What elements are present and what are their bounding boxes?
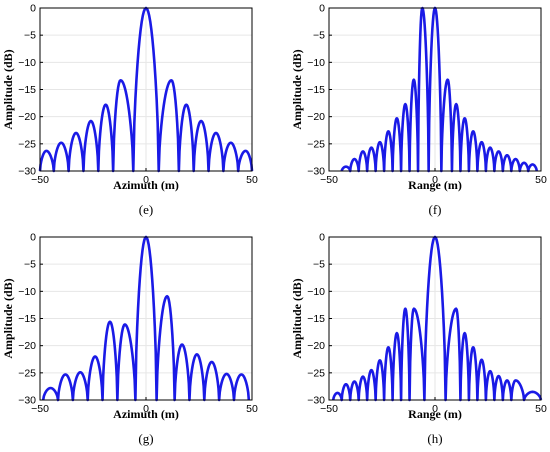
y-tick-label: −20 [18, 111, 36, 123]
y-tick-label: −15 [18, 313, 36, 325]
y-tick-label: −10 [307, 57, 325, 69]
y-tick-label: −10 [18, 286, 36, 298]
y-axis-label: Amplitude (dB) [290, 49, 304, 129]
y-tick-label: −20 [307, 111, 325, 123]
x-axis-label: Azimuth (m) [113, 407, 179, 421]
x-tick-label: 0 [432, 403, 438, 415]
y-tick-label: −30 [18, 395, 36, 407]
x-axis-label: Range (m) [408, 178, 462, 192]
x-tick-label: 0 [143, 174, 149, 186]
x-tick-label: 0 [143, 403, 149, 415]
y-tick-label: −15 [18, 84, 36, 96]
y-tick-label: −5 [313, 259, 325, 271]
panel-caption: (g) [138, 431, 153, 446]
y-tick-label: −5 [313, 30, 325, 42]
y-tick-label: −25 [18, 138, 36, 150]
y-axis-label: Amplitude (dB) [1, 278, 15, 358]
y-tick-label: −25 [307, 138, 325, 150]
x-tick-label: 50 [246, 403, 258, 415]
y-tick-label: 0 [30, 232, 36, 244]
y-tick-label: −25 [18, 367, 36, 379]
y-axis-label: Amplitude (dB) [1, 49, 15, 129]
x-axis-label: Azimuth (m) [113, 178, 179, 192]
y-tick-label: −5 [24, 259, 36, 271]
x-axis-label: Range (m) [408, 407, 462, 421]
y-tick-label: −20 [18, 340, 36, 352]
x-tick-label: −50 [31, 174, 49, 186]
y-tick-label: −15 [307, 84, 325, 96]
y-tick-label: 0 [30, 3, 36, 15]
x-tick-label: −50 [320, 403, 338, 415]
chart-panel-h: 0 −5 −10 −15 −20 −25 −30−50 0 50 Range (m) Amplitu… [290, 232, 547, 447]
y-tick-label: −10 [307, 286, 325, 298]
x-tick-label: 50 [246, 174, 258, 186]
panel-caption: (f) [429, 202, 442, 217]
y-axis-label: Amplitude (dB) [290, 278, 304, 358]
x-tick-label: 0 [432, 174, 438, 186]
y-tick-label: −15 [307, 313, 325, 325]
y-tick-label: −30 [307, 166, 325, 178]
y-tick-label: −20 [307, 340, 325, 352]
y-tick-label: −30 [18, 166, 36, 178]
x-tick-label: 50 [535, 403, 547, 415]
chart-panel-g: 0 −5 −10 −15 −20 −25 −30−50 0 50 Azimuth (m) Ampli… [1, 232, 258, 447]
y-tick-label: 0 [319, 3, 325, 15]
panel-caption: (e) [139, 202, 153, 217]
y-tick-label: 0 [319, 232, 325, 244]
y-tick-label: −5 [24, 30, 36, 42]
panel-caption: (h) [427, 431, 442, 446]
x-tick-label: 50 [535, 174, 547, 186]
x-tick-label: −50 [31, 403, 49, 415]
chart-panel-e: 0 −5 −10 −15 −20 −25 −30−50 0 50 Azimuth (m) Ampli… [1, 3, 258, 218]
y-tick-label: −10 [18, 57, 36, 69]
chart-panel-f: 0 −5 −10 −15 −20 −25 −30−50 0 50 Range (m) Amplitu… [290, 3, 547, 218]
y-tick-label: −30 [307, 395, 325, 407]
x-tick-label: −50 [320, 174, 338, 186]
y-tick-label: −25 [307, 367, 325, 379]
